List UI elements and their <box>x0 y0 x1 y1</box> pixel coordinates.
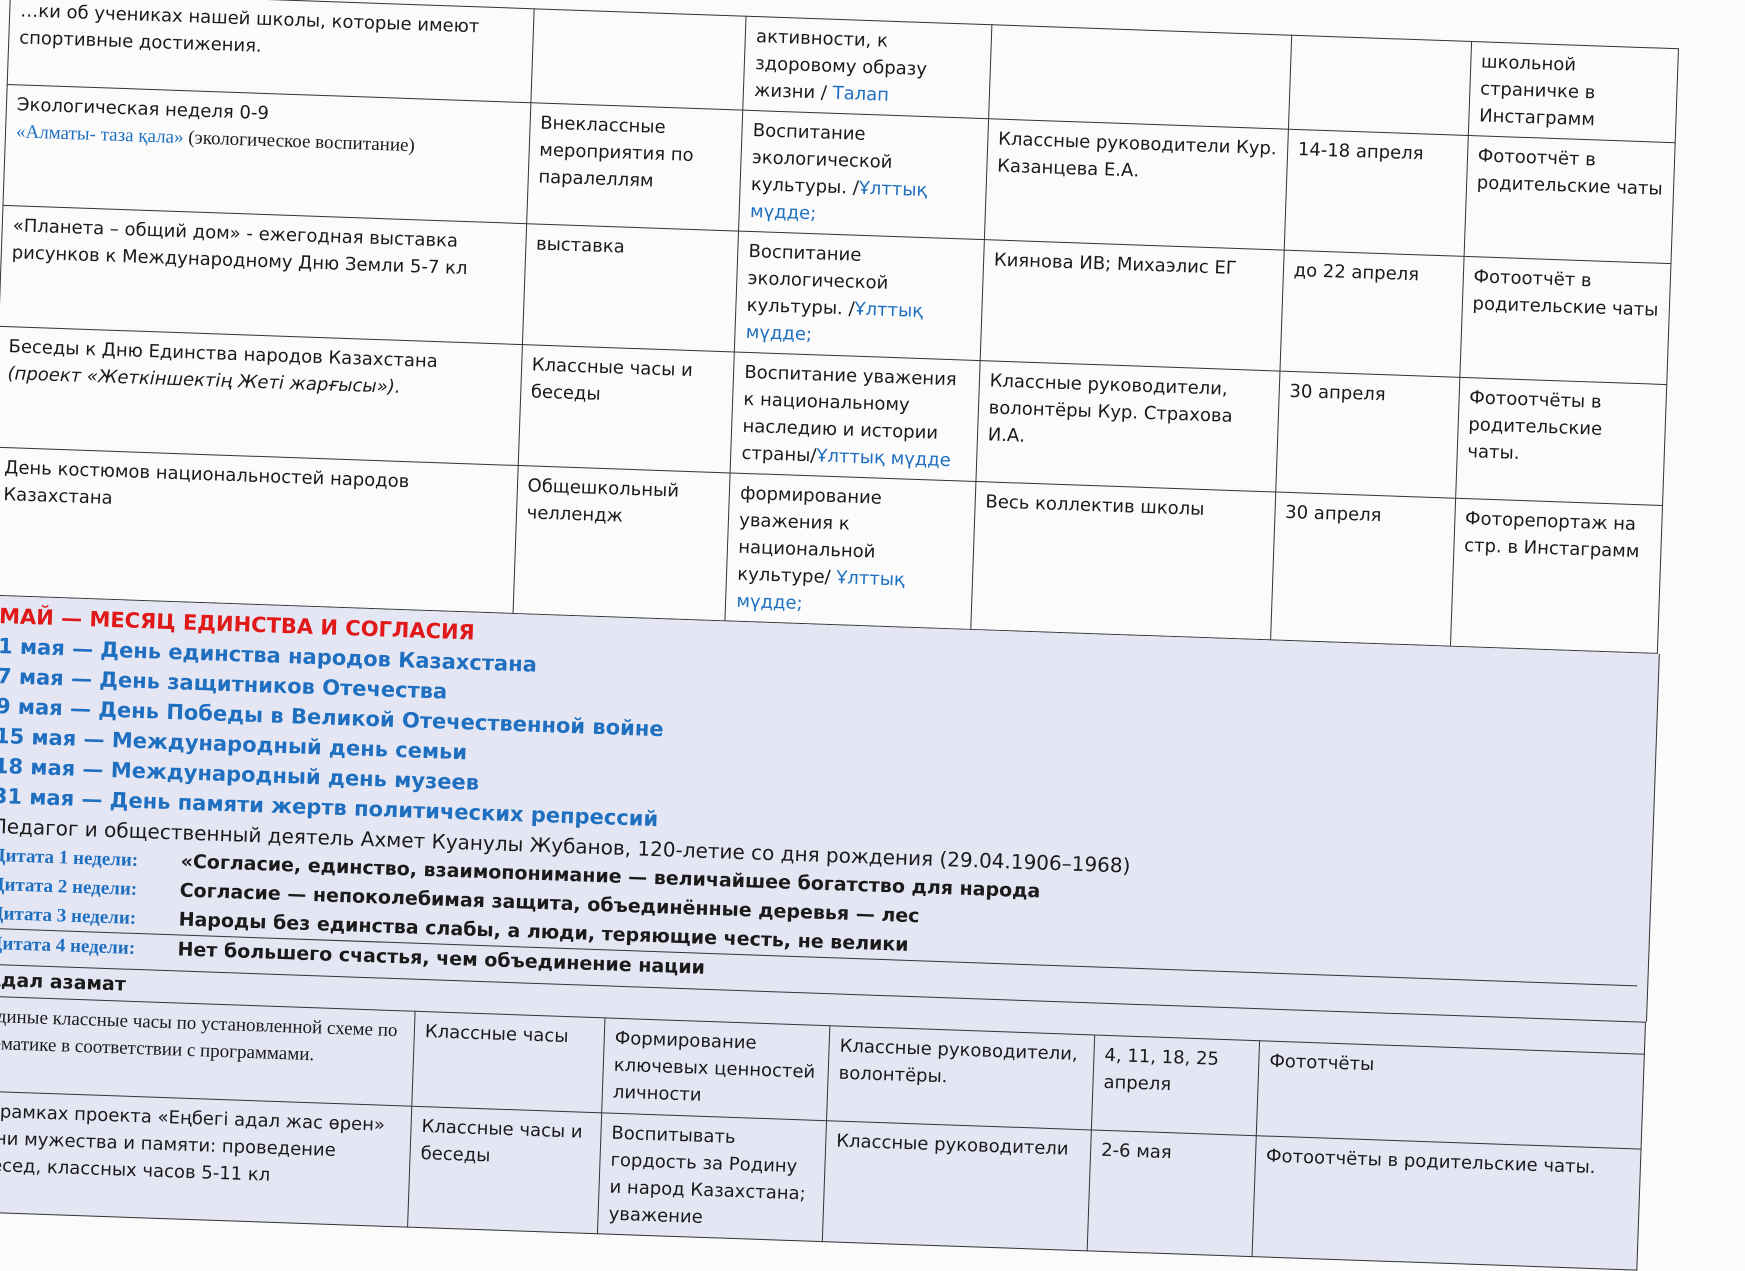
event-cell: «Планета – общий дом» - ежегодная выстав… <box>0 205 527 345</box>
responsible-cell: Классные руководители <box>822 1120 1092 1251</box>
quote-label: Цитата 4 недели: <box>0 932 136 959</box>
event-text: Экологическая неделя 0-9 <box>16 94 270 125</box>
result-cell: Фоторепортаж на стр. в Инстаграмм <box>1450 498 1663 654</box>
may-month-block: МАЙ — МЕСЯЦ ЕДИНСТВА И СОГЛАСИЯ 1 мая — … <box>0 595 1660 1022</box>
event-project: «Алматы- таза қала» <box>15 121 184 149</box>
date-cell: 30 апреля <box>1270 491 1456 647</box>
form-cell: Классные часы и беседы <box>517 344 735 473</box>
document-page: …ки об учениках нашей школы, которые име… <box>0 0 1679 1271</box>
result-cell: Фотоотчёты в родительские чаты. <box>1455 377 1667 506</box>
responsible-cell <box>988 24 1292 130</box>
form-cell: Классные часы и беседы <box>407 1106 602 1234</box>
goal-cell: активности, к здоровому образу жизни / Т… <box>743 16 992 119</box>
goal-tag: Талап <box>832 82 890 106</box>
event-cell: Единые классные часы по установленной сх… <box>0 995 416 1107</box>
responsible-cell: Классные руководители, волонтёры. <box>826 1025 1095 1130</box>
goal-cell: Формирование ключевых ценностей личности <box>601 1017 830 1121</box>
event-cell: День костюмов национальностей народов Ка… <box>0 447 518 614</box>
responsible-cell: Классные руководители, волонтёры Кур. Ст… <box>975 360 1280 492</box>
date-cell: до 22 апреля <box>1279 250 1464 378</box>
form-cell: Внеклассные мероприятия по паралеллям <box>526 102 744 232</box>
date-cell: 14-18 апреля <box>1283 129 1468 257</box>
result-cell: Фотоотчёты в родительские чаты. <box>1252 1135 1642 1271</box>
result-cell: школьной страничке в Инстаграмм <box>1467 41 1679 143</box>
result-cell: Фототчёты <box>1256 1040 1645 1150</box>
event-note: (экологическое воспитание) <box>183 127 416 157</box>
form-cell: Классные часы <box>411 1011 605 1113</box>
result-cell: Фотоотчёт в родительские чаты <box>1459 256 1671 385</box>
event-cell: Экологическая неделя 0-9 «Алматы- таза қа… <box>2 84 531 224</box>
form-cell <box>530 8 747 111</box>
responsible-cell: Весь коллектив школы <box>970 481 1276 640</box>
event-cell: Беседы к Дню Единства народов Казахстана… <box>0 326 523 466</box>
form-cell: Общешкольный челлендж <box>512 465 731 621</box>
date-cell: 2-6 мая <box>1087 1129 1257 1257</box>
responsible-cell: Классные руководители Кур. Казанцева Е.А… <box>984 118 1289 251</box>
goal-cell: Воспитание экологической культуры. /Ұлтт… <box>734 231 985 361</box>
result-cell: Фотоотчёт в родительские чаты <box>1463 135 1676 264</box>
goal-cell: формирование уважения к национальной кул… <box>725 472 976 630</box>
goal-cell: Воспитание уважения к национальному насл… <box>730 352 980 482</box>
event-cell: В рамках проекта «Еңбегі адал жас өрен» … <box>0 1090 412 1228</box>
date-cell: 4, 11, 18, 25 апреля <box>1091 1034 1260 1136</box>
date-cell <box>1288 35 1472 136</box>
date-cell: 30 апреля <box>1275 371 1460 499</box>
form-cell: выставка <box>522 223 739 353</box>
events-table-top: …ки об учениках нашей школы, которые име… <box>0 0 1679 654</box>
goal-tag: Ұлттық мүдде <box>816 445 952 472</box>
responsible-cell: Киянова ИВ; Михаэлис ЕГ <box>979 239 1284 372</box>
goal-cell: Воспитывать гордость за Родину и народ К… <box>597 1112 827 1242</box>
goal-cell: Воспитание экологической культуры. /Ұлтт… <box>738 110 989 240</box>
